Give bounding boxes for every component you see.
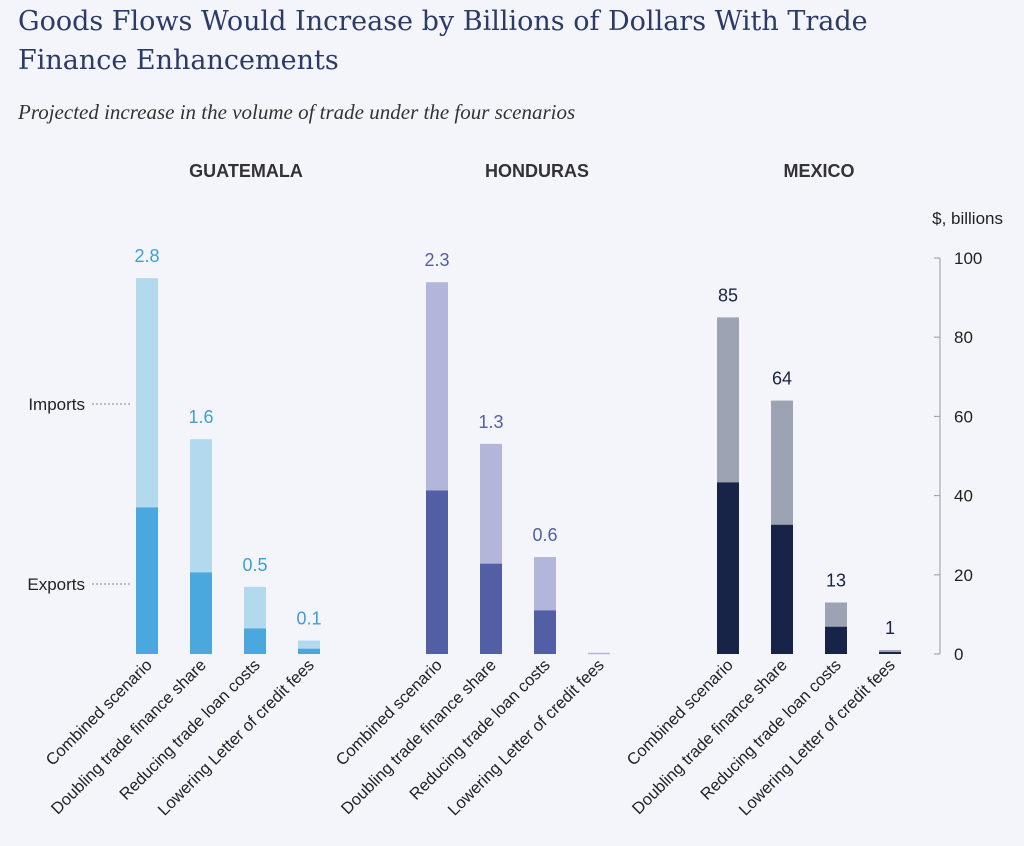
exports-bar xyxy=(426,490,448,654)
y-axis-tick-label: 80 xyxy=(954,328,973,347)
bar-value-label: 13 xyxy=(826,571,846,591)
imports-bar xyxy=(771,400,793,525)
exports-bar xyxy=(244,628,266,654)
imports-bar xyxy=(298,640,320,649)
y-axis-tick-label: 0 xyxy=(954,645,963,664)
exports-bar xyxy=(717,482,739,654)
y-axis-tick-label: 20 xyxy=(954,566,973,585)
imports-legend-label: Imports xyxy=(28,395,85,414)
panel-title: GUATEMALA xyxy=(189,161,303,181)
imports-bar xyxy=(480,443,502,564)
exports-bar xyxy=(771,524,793,654)
imports-bar xyxy=(534,557,556,611)
exports-bar xyxy=(190,572,212,654)
category-tick-label: Combined scenario xyxy=(624,656,737,769)
exports-legend-label: Exports xyxy=(27,575,85,594)
category-tick-label: Combined scenario xyxy=(43,656,156,769)
imports-bar xyxy=(136,278,158,508)
bar-value-label: 2.8 xyxy=(134,246,159,266)
y-axis-unit-label: $, billions xyxy=(932,209,1003,228)
bar-value-label: 1.6 xyxy=(188,407,213,427)
chart-title: Goods Flows Would Increase by Billions o… xyxy=(18,6,868,76)
bar-value-label: 2.3 xyxy=(424,250,449,270)
exports-bar xyxy=(480,563,502,654)
bar-value-label: 0.5 xyxy=(242,555,267,575)
panel-title: MEXICO xyxy=(783,161,854,181)
imports-bar xyxy=(426,282,448,491)
exports-bar xyxy=(534,610,556,654)
bar-value-label: 85 xyxy=(718,285,738,305)
panel-title: HONDURAS xyxy=(485,161,589,181)
y-axis-tick-label: 40 xyxy=(954,487,973,506)
imports-bar xyxy=(717,317,739,483)
chart-subtitle: Projected increase in the volume of trad… xyxy=(18,100,576,124)
bar-value-label: 1 xyxy=(885,618,895,638)
imports-bar xyxy=(190,439,212,573)
imports-bar xyxy=(244,586,266,629)
bar-value-label: 0.6 xyxy=(532,525,557,545)
exports-bar xyxy=(825,626,847,654)
bar-value-label: 1.3 xyxy=(478,412,503,432)
exports-bar xyxy=(136,507,158,654)
y-axis-tick-label: 60 xyxy=(954,407,973,426)
bar-value-label: 64 xyxy=(772,369,792,389)
imports-bar xyxy=(825,602,847,627)
exports-bar xyxy=(298,648,320,654)
category-tick-label: Combined scenario xyxy=(333,656,446,769)
exports-bar xyxy=(879,652,901,654)
y-axis-tick-label: 100 xyxy=(954,249,982,268)
imports-bar xyxy=(879,650,901,653)
bar-value-label: 0.1 xyxy=(296,609,321,629)
